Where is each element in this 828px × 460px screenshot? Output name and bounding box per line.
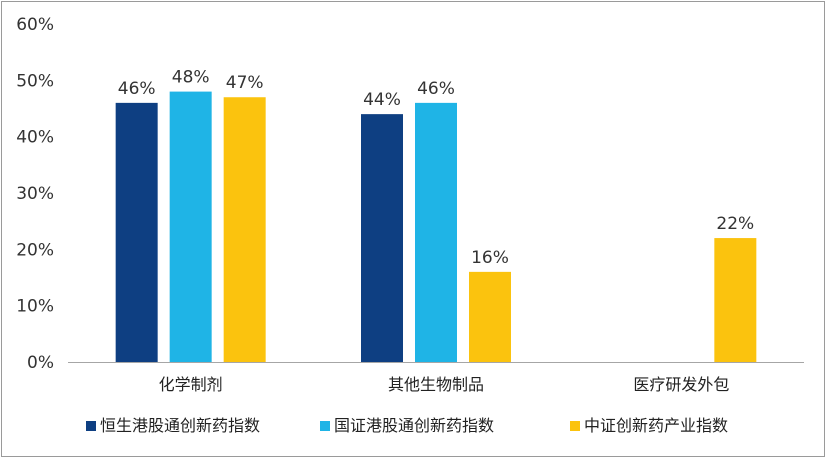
data-label: 48% [172,68,210,88]
bar [361,114,403,362]
data-label: 16% [471,248,509,268]
legend-swatch [320,421,330,431]
data-label: 47% [226,73,264,93]
legend-label: 中证创新药产业指数 [584,416,728,435]
data-label: 44% [363,90,401,110]
y-tick-label: 0% [27,353,54,373]
x-category-label: 医疗研发外包 [633,375,729,394]
bar [415,102,457,362]
x-category-label: 其他生物制品 [388,375,484,394]
bar [115,102,158,362]
legend-swatch [86,421,96,431]
legend-label: 恒生港股通创新药指数 [100,416,260,435]
y-tick-label: 20% [16,240,54,260]
data-label: 22% [716,214,754,234]
legend-label: 国证港股通创新药指数 [334,416,494,435]
y-tick-label: 30% [16,184,54,204]
data-label: 46% [118,79,156,99]
y-tick-label: 60% [16,15,54,35]
y-tick-label: 10% [16,297,54,317]
bar [223,97,266,362]
y-tick-label: 40% [16,128,54,148]
y-tick-label: 50% [16,71,54,91]
bar [469,271,511,362]
bar [169,91,212,362]
x-category-label: 化学制剂 [159,375,223,394]
bar [714,238,757,362]
legend-swatch [570,421,580,431]
data-label: 46% [417,79,455,99]
